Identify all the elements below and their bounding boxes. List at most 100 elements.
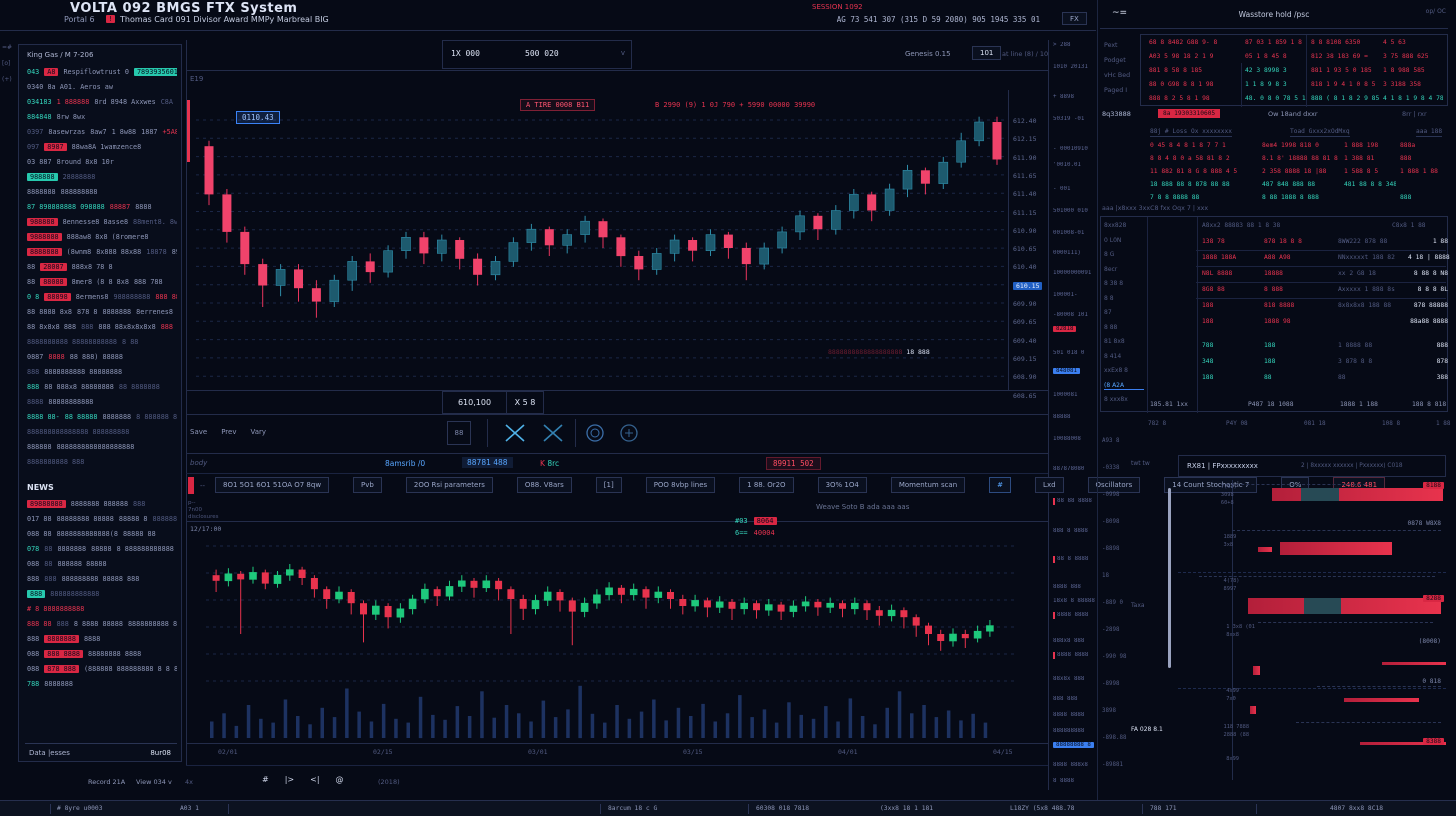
- strip-item[interactable]: + 8898: [1053, 94, 1074, 100]
- crossover-icon[interactable]: [502, 420, 528, 446]
- indicator-chip[interactable]: Pvb: [353, 477, 382, 493]
- t3-side-label[interactable]: 8 38 8: [1104, 280, 1124, 287]
- strip-item[interactable]: 848081: [1053, 368, 1097, 375]
- strip-item[interactable]: 888 8 8888: [1053, 528, 1088, 534]
- strip-item[interactable]: 8888 888x8: [1053, 762, 1088, 768]
- indicator-chip[interactable]: [1]: [595, 477, 622, 493]
- strip-item[interactable]: - 001: [1053, 186, 1071, 192]
- position-bar[interactable]: [1253, 666, 1260, 675]
- indicator-chip[interactable]: #: [989, 477, 1012, 493]
- indicator-chip[interactable]: POO 8vbp lines: [645, 477, 716, 493]
- edge-mark-icon[interactable]: =#: [2, 44, 13, 51]
- strip-item[interactable]: 8888 8888: [1053, 652, 1101, 659]
- t3-side-label[interactable]: 8 xxx8x: [1104, 396, 1128, 403]
- secondary-candlestick-chart[interactable]: [186, 522, 1048, 744]
- alert-box[interactable]: A TIRE 0008 B11: [520, 99, 596, 111]
- playback-icon[interactable]: #: [262, 775, 269, 784]
- hexagon-icon[interactable]: [584, 422, 606, 444]
- position-bar[interactable]: [1247, 598, 1441, 614]
- strip-item[interactable]: 8888 8888: [1053, 612, 1101, 619]
- strip-item[interactable]: 88888: [1053, 414, 1071, 420]
- strip-item[interactable]: 8888 8888: [1053, 712, 1085, 718]
- fx-mode-chip[interactable]: FX: [1062, 12, 1087, 25]
- edge-mark-icon[interactable]: (+): [2, 76, 12, 83]
- strip-item[interactable]: - 00010910: [1053, 146, 1088, 152]
- strip-item[interactable]: 8 8888: [1053, 778, 1074, 784]
- strip-item[interactable]: 501 018 0: [1053, 350, 1085, 356]
- indicator-chip[interactable]: 2OO Rsi parameters: [405, 477, 493, 493]
- strip-item[interactable]: 001008-01: [1053, 230, 1085, 236]
- t3-side-label[interactable]: 8 414: [1104, 352, 1122, 360]
- t3-side-label[interactable]: 87: [1104, 309, 1112, 316]
- playback-icon[interactable]: <|: [310, 775, 320, 784]
- t3-side-label[interactable]: (8 A2A: [1104, 382, 1144, 390]
- strip-item[interactable]: 18x8 8 88888: [1053, 598, 1095, 604]
- playback-icon[interactable]: @: [335, 775, 344, 784]
- position-bar[interactable]: [1344, 698, 1420, 702]
- indicator-chip[interactable]: 3O% 1O4: [817, 477, 867, 493]
- panel-options[interactable]: op/ OC: [1425, 8, 1446, 15]
- strip-item[interactable]: 50319 -01: [1053, 116, 1085, 122]
- line-chip[interactable]: 101: [972, 46, 1002, 60]
- positions-bar-chart[interactable]: 8188 0878 W8X8 8288 (8008) 0 818 8388 7(92) 309…: [1178, 480, 1446, 780]
- strip-item[interactable]: 82818: [1053, 326, 1097, 333]
- strip-item[interactable]: 8888 888: [1053, 584, 1081, 590]
- strip-item[interactable]: 0000111): [1053, 250, 1081, 256]
- strip-item[interactable]: '0010.01: [1053, 162, 1081, 168]
- indicator-chip[interactable]: O88. V8ars: [516, 477, 572, 493]
- t3-side-label[interactable]: 8xx828: [1104, 222, 1127, 229]
- sidebar-footer-status[interactable]: 8ur08: [150, 749, 171, 757]
- record-label[interactable]: Record 21A: [88, 778, 126, 786]
- pnl-alert-chip[interactable]: 89911 502: [766, 457, 821, 470]
- price-tag[interactable]: 0110.43: [236, 111, 280, 124]
- t3-side-label[interactable]: 8 8: [1104, 294, 1114, 302]
- position-bar[interactable]: [1258, 547, 1272, 552]
- indicator-chip[interactable]: 14 Count Stochastic 7: [1164, 477, 1258, 493]
- strip-item[interactable]: 1000081: [1053, 392, 1078, 398]
- scrollbar-thumb[interactable]: [1168, 488, 1171, 668]
- strip-item[interactable]: 88888888 8: [1053, 742, 1097, 749]
- t3-side-label[interactable]: 0 L0N: [1104, 236, 1122, 244]
- strip-item[interactable]: 888x8 888: [1053, 638, 1085, 644]
- strip-item[interactable]: 888 888: [1053, 696, 1078, 702]
- position-bar[interactable]: [1279, 542, 1393, 555]
- t3-side-label[interactable]: 8 88: [1104, 323, 1118, 331]
- tool-label[interactable]: Prev: [221, 428, 237, 436]
- strip-item[interactable]: 88 88 8888: [1053, 498, 1101, 505]
- strip-item[interactable]: 1010 20131: [1053, 64, 1088, 70]
- strip-item[interactable]: 10000000091: [1053, 270, 1092, 276]
- playback-icon[interactable]: |>: [284, 775, 295, 784]
- t3-side-label[interactable]: xxEx8 8: [1104, 367, 1128, 374]
- strip-item[interactable]: -80008 101: [1053, 312, 1088, 318]
- indicator-label-1[interactable]: 8amsrib /0: [385, 459, 426, 468]
- position-bar[interactable]: [1271, 488, 1444, 501]
- strip-item[interactable]: 887878080: [1053, 466, 1085, 472]
- position-bar[interactable]: [1360, 742, 1446, 745]
- strip-item[interactable]: 88 8 8888: [1053, 556, 1101, 563]
- crossover2-icon[interactable]: [540, 420, 566, 446]
- main-candlestick-chart[interactable]: [186, 88, 1048, 390]
- tool-label[interactable]: Save: [190, 428, 208, 436]
- strip-item[interactable]: 501000 010: [1053, 208, 1088, 214]
- t3-side-label[interactable]: 8ecr: [1104, 265, 1118, 273]
- indicator-chip[interactable]: Oscillators: [1087, 477, 1141, 493]
- grid-icon[interactable]: 88: [447, 421, 471, 445]
- tool-label[interactable]: Vary: [250, 428, 267, 436]
- t3-side-label[interactable]: 81 8x8: [1104, 338, 1125, 345]
- speed-label[interactable]: 4x: [185, 778, 193, 786]
- risk-alert-badge[interactable]: 8a 19303310605: [1158, 109, 1221, 118]
- strip-item[interactable]: 100001-: [1053, 292, 1078, 298]
- indicator-label-2[interactable]: 88781 488: [462, 457, 513, 468]
- strip-item[interactable]: 888888888: [1053, 728, 1085, 734]
- strip-item[interactable]: 10088008: [1053, 436, 1081, 442]
- t3-side-label[interactable]: 8 G: [1104, 251, 1115, 258]
- indicator-chip[interactable]: 1 88. Or2O: [739, 477, 794, 493]
- strip-item[interactable]: > 288: [1053, 42, 1071, 48]
- position-bar[interactable]: [1381, 662, 1446, 665]
- indicator-chip[interactable]: 8O1 5O1 6O1 51OA O7 8qw: [215, 477, 330, 493]
- edge-mark-icon[interactable]: [o]: [2, 60, 11, 67]
- strip-item[interactable]: 88x8x 888: [1053, 676, 1085, 682]
- timeframe-dropdown[interactable]: 1X 000 500 020 v: [442, 40, 632, 69]
- indicator-chip[interactable]: Lxd: [1035, 477, 1064, 493]
- target-icon[interactable]: [618, 422, 640, 444]
